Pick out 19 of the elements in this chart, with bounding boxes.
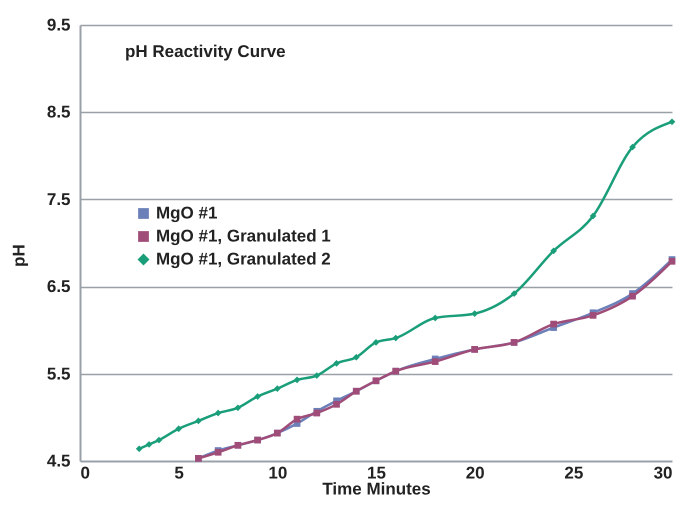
- x-axis-title: Time Minutes: [322, 480, 431, 498]
- x-tick-label: 30: [654, 464, 672, 482]
- y-tick-label: 5.5: [46, 364, 70, 384]
- text: pH Reactivity Curve: [125, 42, 286, 61]
- y-axis-title: pH: [10, 244, 28, 267]
- y-tick-label: 7.5: [46, 190, 70, 209]
- legend-label: MgO #1, Granulated 2: [156, 250, 331, 268]
- y-tick-label: 9.5: [46, 16, 70, 34]
- legend-label: MgO #1, Granulated 1: [156, 226, 331, 246]
- y-tick-label: 6.5: [46, 277, 70, 296]
- x-tick-label: 15: [367, 464, 386, 482]
- x-tick-label: 5: [174, 464, 184, 482]
- x-tick-label: 10: [268, 464, 288, 482]
- y-tick-label: 4.5: [46, 452, 70, 470]
- x-tick-label: 20: [466, 464, 485, 482]
- legend-label: MgO #1: [156, 204, 218, 222]
- x-tick-label: 25: [564, 464, 584, 482]
- y-tick-label: 8.5: [46, 102, 70, 122]
- x-tick-label: 0: [80, 464, 90, 482]
